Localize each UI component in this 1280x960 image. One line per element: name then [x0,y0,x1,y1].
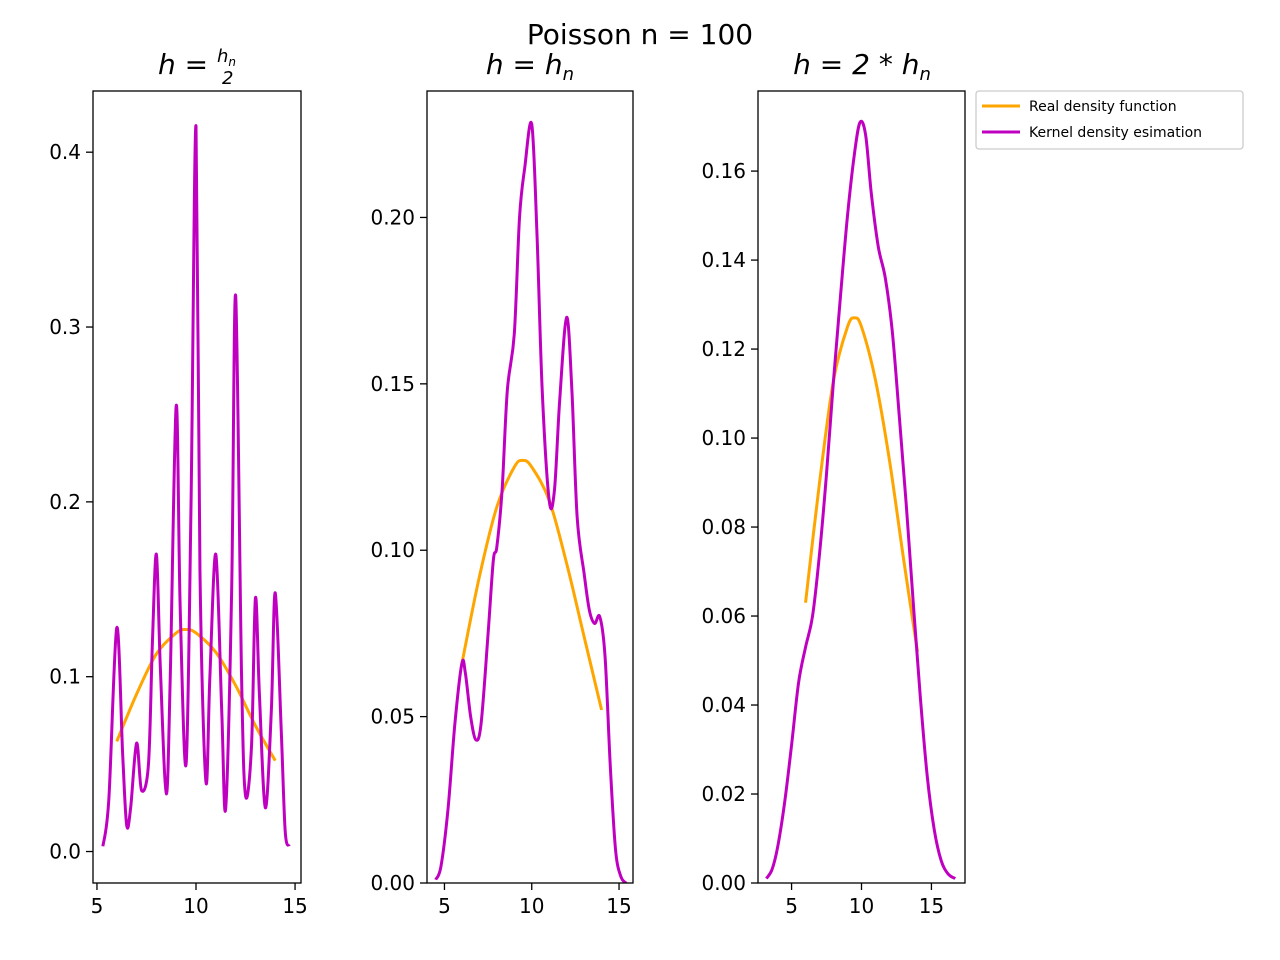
legend-label-real: Real density function [1029,99,1177,115]
panel-2-plot: 5 10 15 0.00 0.05 0.10 0.15 0.20 [370,120,632,918]
panel-2-xtick-label: 15 [606,894,631,918]
panel-1-ytick-label: 0.1 [49,665,81,689]
legend: Real density function Kernel density esi… [975,90,1244,150]
panel-3-ytick-label: 0.08 [701,515,746,539]
panel-1-xtick-label: 15 [282,894,307,918]
panel-3-ytick-label: 0.00 [701,871,746,895]
panel-3-plot: 5 10 15 0.00 0.02 0.04 0.06 0.08 0.10 0.12 0.14 0.1… [701,119,957,918]
panel-2-xtick-label: 10 [519,894,544,918]
panel-3: h = 2 * hn 5 10 15 0.00 0.02 0.04 0.06 0.08 0.10… [701,48,966,918]
figure-suptitle: Poisson n = 100 [527,18,753,51]
panel-2: h = hn 5 10 15 0.00 0.05 0.10 0.15 0.20 [370,48,634,918]
panel-1-ytick-label: 0.4 [49,140,81,164]
panel-3-ytick-label: 0.14 [701,248,746,272]
panel-2-ytick-label: 0.05 [370,705,415,729]
panel-1-ytick-label: 0.3 [49,315,81,339]
panel-3-title: h = 2 * hn [793,48,931,85]
panel-3-xtick-label: 15 [919,894,944,918]
panel-1-series-kde [101,124,291,848]
panel-1-plot: 5 10 15 0.0 0.1 0.2 0.3 0.4 [49,124,308,918]
legend-box [975,90,1244,150]
panel-1-title: h = hn 2 [158,46,236,89]
panel-3-ytick-label: 0.10 [701,426,746,450]
panel-1-frame [92,90,302,884]
panel-2-title: h = hn [486,48,574,85]
panel-3-ytick-label: 0.02 [701,782,746,806]
panel-2-series-real-density [460,458,604,711]
panel-3-xtick-label: 10 [849,894,874,918]
panel-3-frame [757,90,966,884]
legend-label-kde: Kernel density esimation [1029,125,1202,141]
panel-2-xtick-label: 5 [438,894,451,918]
panel-3-ytick-label: 0.16 [701,159,746,183]
panel-2-series-kde [434,120,628,883]
panel-3-ytick-label: 0.04 [701,693,746,717]
panel-2-ytick-label: 0.00 [370,871,415,895]
panel-1-ytick-label: 0.0 [49,840,81,864]
panel-3-xtick-label: 5 [785,894,798,918]
panel-3-ytick-label: 0.12 [701,337,746,361]
panel-2-ytick-label: 0.15 [370,372,415,396]
panel-1-xtick-label: 10 [183,894,208,918]
panel-1: h = hn 2 5 10 15 0.0 0.1 0.2 0.3 0.4 [49,46,308,918]
panel-2-frame [426,90,634,884]
panel-2-ytick-label: 0.20 [370,205,415,229]
panel-1-xtick-label: 5 [91,894,104,918]
panel-1-ytick-label: 0.2 [49,490,81,514]
panel-3-series-kde [765,119,957,880]
panel-3-ytick-label: 0.06 [701,604,746,628]
panel-2-ytick-label: 0.10 [370,538,415,562]
panel-3-series-real-density [804,316,919,652]
